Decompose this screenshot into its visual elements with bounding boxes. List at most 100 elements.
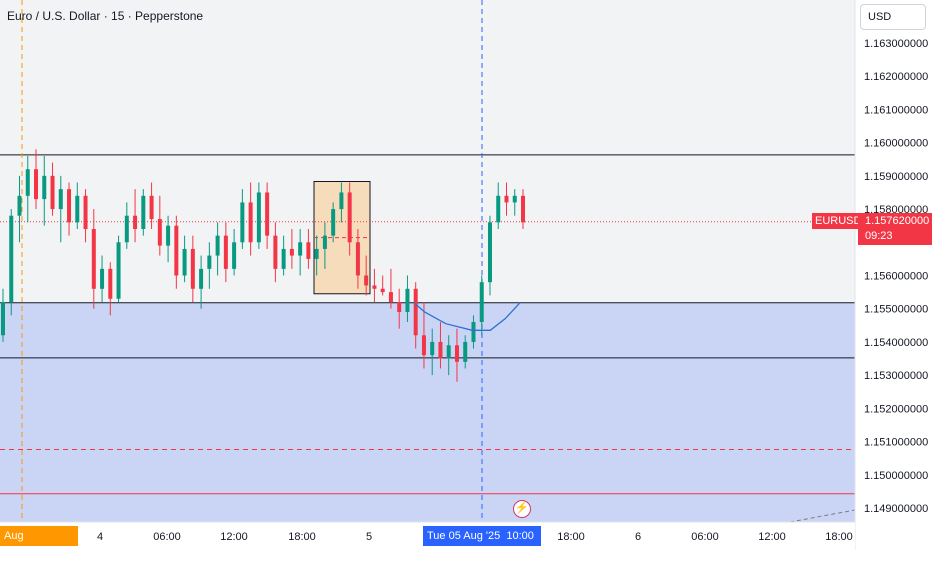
candle-body [42, 175, 47, 200]
candle-body [463, 341, 468, 362]
candle-body [446, 345, 451, 359]
x-tick-label: 4 [97, 531, 103, 543]
x-tick-label: 06:00 [153, 531, 181, 543]
candle-body [454, 345, 459, 362]
candlestick-chart[interactable]: 1.163000000 1.162000000 1.161000000 1.16000… [0, 0, 932, 550]
candle-body [265, 192, 270, 236]
candle-body [174, 225, 179, 276]
candle-body [430, 341, 435, 356]
candle-body [421, 335, 426, 356]
y-tick-label: 1.161000000 [864, 104, 928, 116]
candle-body [100, 268, 105, 289]
candle-body [207, 255, 212, 269]
candle-body [331, 209, 336, 236]
y-tick-label: 1.155000000 [864, 304, 928, 316]
candle-body [372, 285, 377, 289]
y-tick-label: 1.163000000 [864, 38, 928, 50]
candle-body [133, 215, 138, 229]
candle-body [116, 242, 121, 299]
y-tick-label: 1.149000000 [864, 503, 928, 515]
symbol-price-tag: EURUSD [812, 213, 865, 229]
candle-body [322, 235, 327, 249]
x-tick-label: 06:00 [691, 531, 719, 543]
candle-body [240, 202, 245, 243]
candle-body [1, 302, 5, 336]
candle-body [248, 202, 253, 243]
candle-body [339, 192, 344, 210]
candle-body [388, 292, 393, 303]
candle-body [215, 235, 220, 256]
candle-body [273, 235, 278, 269]
candle-body [124, 215, 129, 243]
candle-body [9, 215, 14, 303]
candle-body [91, 228, 96, 289]
candle-body [487, 222, 492, 283]
candle-body [182, 248, 187, 276]
x-tick-label: 6 [635, 531, 641, 543]
candle-body [298, 242, 303, 256]
y-tick-label: 1.150000000 [864, 470, 928, 482]
time-tag-left-date: Aug '25 [4, 530, 24, 562]
x-tick-label: 12:00 [758, 531, 786, 543]
y-tick-label: 1.154000000 [864, 337, 928, 349]
candle-body [364, 275, 369, 286]
candle-body [496, 195, 501, 223]
candle-body [256, 192, 261, 243]
y-tick-label: 1.153000000 [864, 370, 928, 382]
candle-body [405, 288, 410, 313]
candle-body [471, 321, 476, 342]
x-tick-label: 18:00 [557, 531, 585, 543]
x-tick-label: 18:00 [825, 531, 853, 543]
time-tag-center-time: 10:00 [506, 530, 534, 542]
time-tag-left: Aug '25 17:00 [0, 526, 78, 562]
time-tag-center-date: Tue 05 Aug '25 [427, 530, 501, 542]
candle-body [438, 341, 443, 359]
candle-body [512, 195, 517, 203]
candle-body [157, 219, 162, 246]
x-tick-label: 18:00 [288, 531, 316, 543]
candle-body [521, 195, 525, 223]
candle-body [34, 169, 39, 200]
candle-body [50, 175, 55, 210]
price-axis [855, 0, 932, 550]
candle-body [380, 288, 385, 293]
candle-body [166, 225, 171, 246]
chart-title: Euro / U.S. Dollar · 15 · Pepperstone [7, 9, 204, 23]
candle-body [58, 189, 63, 210]
candle-body [504, 195, 509, 203]
candle-body [199, 268, 204, 289]
y-tick-label: 1.156000000 [864, 270, 928, 282]
candle-body [190, 248, 195, 289]
candle-body [281, 248, 286, 269]
x-tick-label: 12:00 [220, 531, 248, 543]
candle-body [232, 242, 237, 269]
candle-body [347, 192, 352, 243]
candle-body [149, 195, 154, 220]
candle-body [314, 248, 319, 259]
candle-body [25, 169, 30, 196]
y-tick-label: 1.152000000 [864, 403, 928, 415]
current-price-box: 1.157620000 09:23 [858, 213, 932, 245]
time-tag-center: Tue 05 Aug '25 10:00 [423, 526, 541, 546]
y-tick-label: 1.162000000 [864, 71, 928, 83]
candle-body [289, 248, 294, 256]
candle-body [479, 282, 484, 322]
candle-body [67, 189, 72, 223]
y-tick-label: 1.159000000 [864, 171, 928, 183]
candle-body [17, 195, 22, 216]
y-tick-label: 1.160000000 [864, 138, 928, 150]
moving-average-line [413, 302, 521, 331]
candle-body [141, 195, 146, 229]
lightning-icon[interactable]: ⚡ [513, 500, 531, 518]
current-price-value: 1.157620000 [865, 215, 930, 227]
candle-body [223, 235, 228, 269]
currency-button[interactable]: USD [860, 4, 926, 30]
candle-body [397, 302, 402, 313]
candle-body [83, 195, 88, 229]
candle-body [355, 242, 360, 276]
y-tick-label: 1.151000000 [864, 437, 928, 449]
x-tick-label: 5 [366, 531, 372, 543]
candle-body [108, 268, 113, 299]
demand-zone [0, 302, 855, 522]
time-tag-left-time: 17:00 [24, 550, 52, 562]
